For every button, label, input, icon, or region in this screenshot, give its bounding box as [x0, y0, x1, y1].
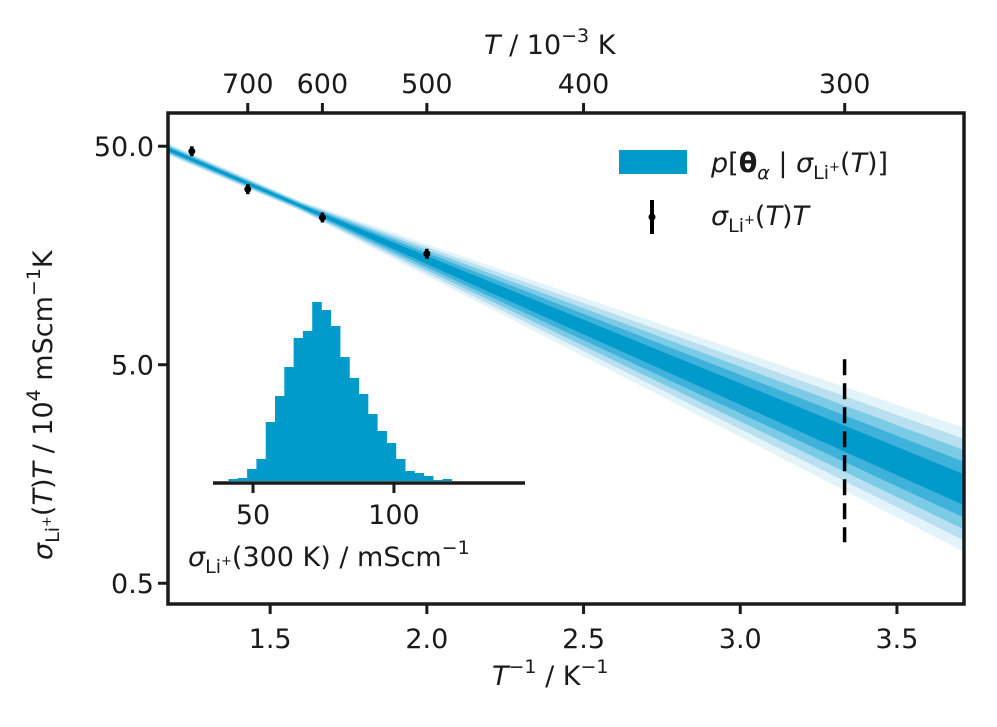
x2-tick-label: 700 [222, 69, 274, 100]
legend-label-data: σLi+(T)T [711, 201, 812, 237]
histogram-bin [275, 396, 285, 481]
x-tick-label: 2.0 [405, 624, 448, 655]
histogram-bin [414, 473, 425, 481]
histogram-bin [395, 459, 406, 481]
inset-x-tick-label: 100 [368, 500, 420, 531]
x2-axis-label: T / 10−3 K [484, 25, 617, 61]
inset-histogram: 50 100 σLi+(300 K) / mScm−1 [188, 302, 525, 578]
x2-tick-label: 500 [401, 69, 453, 100]
inset-x-tick-label: 50 [236, 500, 270, 531]
histogram-bin [293, 338, 304, 481]
histogram-bin [433, 480, 443, 481]
histogram-bin [321, 310, 332, 481]
data-point [423, 250, 431, 258]
x2-tick-label: 600 [297, 69, 349, 100]
x-tick-label: 2.5 [562, 624, 605, 655]
histogram-bin [340, 357, 350, 481]
histogram-bin [349, 378, 360, 481]
histogram-bin [358, 394, 369, 481]
data-point [318, 213, 326, 221]
histogram-bin [405, 471, 415, 481]
histogram-bin [265, 422, 276, 481]
histogram-bin [442, 479, 453, 481]
legend-patch-posterior [619, 150, 687, 174]
credible-band-5 [168, 147, 964, 506]
x2-tick-label: 300 [819, 69, 871, 100]
data-points-errorbars [188, 146, 431, 259]
y-ticks: 50.0 5.0 0.5 [94, 132, 168, 600]
x2-tick-label: 400 [558, 69, 610, 100]
data-point [244, 185, 252, 193]
x-ticks: 1.5 2.0 2.5 3.0 3.5 [249, 604, 918, 655]
x-tick-label: 3.5 [875, 624, 918, 655]
legend-label-posterior: p[θα | σLi+(T)] [710, 148, 888, 184]
y-tick-label: 5.0 [111, 351, 154, 382]
inset-x-label: σLi+(300 K) / mScm−1 [188, 537, 470, 578]
y-tick-label: 50.0 [94, 132, 154, 163]
y-axis-label: σLi+(T)T / 104 mScm−1K [23, 249, 64, 560]
data-point [188, 147, 196, 155]
histogram-bin [368, 414, 378, 481]
histogram-bin [330, 326, 341, 481]
histogram-bin [377, 431, 387, 481]
histogram-bin [302, 331, 313, 481]
x-tick-label: 1.5 [249, 624, 292, 655]
inset-x-ticks: 50 100 [236, 483, 420, 531]
histogram-bin [284, 367, 294, 481]
legend: p[θα | σLi+(T)] σLi+(T)T [619, 148, 888, 237]
plot-frame [166, 111, 966, 606]
histogram-bin [423, 476, 434, 481]
y-tick-label: 0.5 [111, 569, 154, 600]
histogram-bin [312, 302, 322, 481]
x-axis-label: T−1 / K−1 [492, 656, 609, 692]
x-tick-label: 3.0 [719, 624, 762, 655]
histogram-bin [386, 443, 397, 481]
histogram-bin [247, 469, 257, 481]
credible-bands [168, 143, 964, 552]
histogram-bin [228, 479, 239, 481]
histogram-bars [228, 302, 453, 481]
legend-errorbar-dot [648, 213, 656, 221]
histogram-bin [256, 459, 267, 481]
histogram-bin [237, 478, 248, 481]
x2-ticks: 700 600 500 400 300 [222, 69, 870, 113]
